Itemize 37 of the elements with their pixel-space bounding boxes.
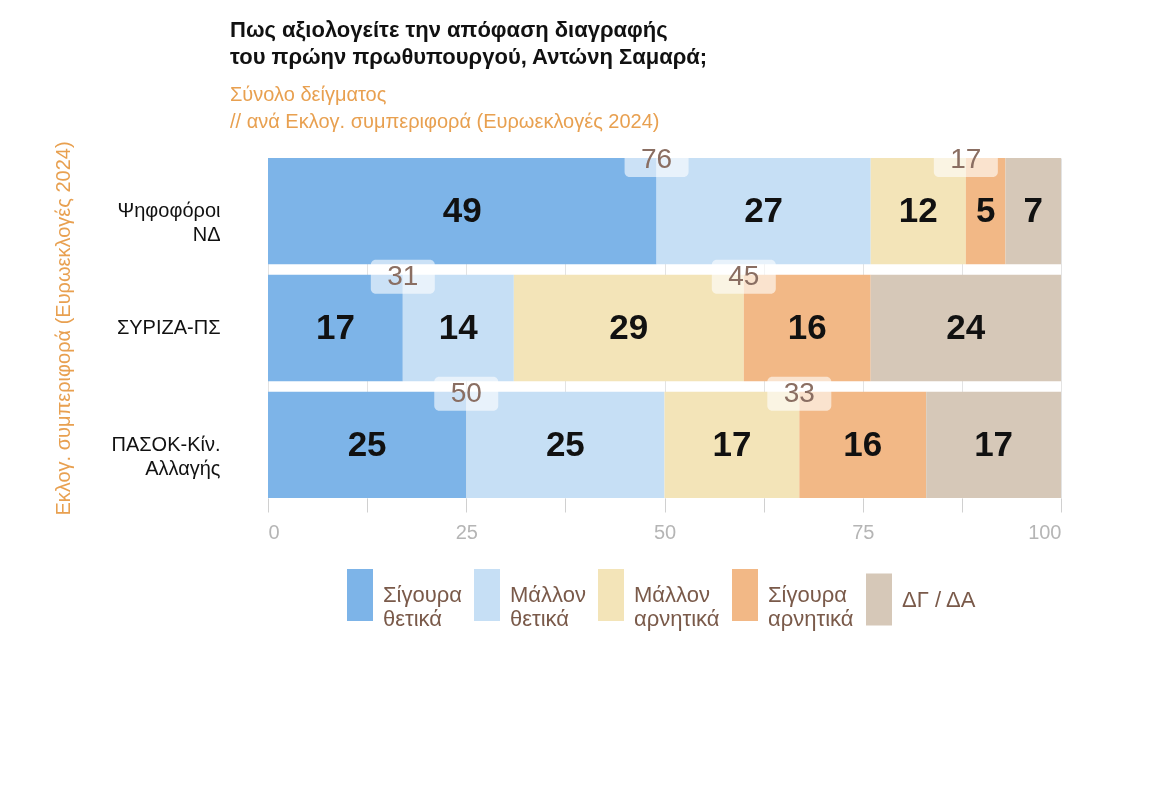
x-tick-label: 25: [455, 520, 478, 543]
data-label: 12: [898, 190, 938, 230]
data-label: 14: [438, 307, 479, 346]
data-label: 17: [315, 307, 355, 346]
annotation: 33: [783, 376, 815, 408]
chart-subtitle: Σύνολο δείγματος // ανά Εκλογ. συμπεριφορά (Ευρωεκλογές 2024): [230, 82, 660, 132]
annotation: 45: [728, 259, 760, 291]
chart-title: Πως αξιολογείτε την απόφαση διαγραφής του πρώην πρωθυπουργού, Αντώνη Σαμαρά;: [230, 16, 708, 69]
data-label: 27: [744, 190, 784, 230]
legend-label: Μάλλον αρνητικά: [634, 582, 720, 631]
data-label: 25: [545, 423, 585, 463]
data-label: 5: [975, 190, 996, 230]
x-tick-label: 0: [268, 520, 280, 543]
y-axis-title: Εκλογ. συμπεριφορά (Ευρωεκλογές 2024): [51, 141, 74, 516]
annotation: 50: [450, 376, 482, 408]
y-tick-label: Ψηφοφόροι ΝΔ: [117, 199, 221, 246]
annotation: 17: [950, 143, 982, 174]
data-label: 49: [442, 190, 482, 230]
annotation: 76: [640, 143, 673, 174]
y-tick-label: ΠΑΣΟΚ-Κίν. Αλλαγής: [111, 432, 221, 479]
x-tick-label: 75: [852, 520, 875, 543]
data-label: 25: [347, 423, 387, 463]
data-label: 16: [843, 423, 883, 463]
data-label: 24: [946, 307, 986, 346]
data-label: 16: [787, 307, 827, 346]
y-tick-label: ΣΥΡΙΖΑ-ΠΣ: [116, 316, 221, 338]
annotation: 31: [387, 259, 419, 291]
x-tick-label: 100: [1028, 520, 1062, 543]
data-label: 7: [1023, 190, 1043, 230]
x-tick-label: 50: [653, 520, 677, 543]
legend-label: Σίγουρα θετικά: [383, 582, 463, 631]
data-label: 29: [609, 307, 649, 346]
data-label: 17: [974, 423, 1014, 463]
data-label: 17: [712, 423, 752, 463]
legend-label: Μάλλον θετικά: [510, 582, 586, 631]
legend-label: Σίγουρα αρνητικά: [768, 582, 854, 631]
legend-label: ΔΓ / ΔΑ: [902, 586, 976, 612]
